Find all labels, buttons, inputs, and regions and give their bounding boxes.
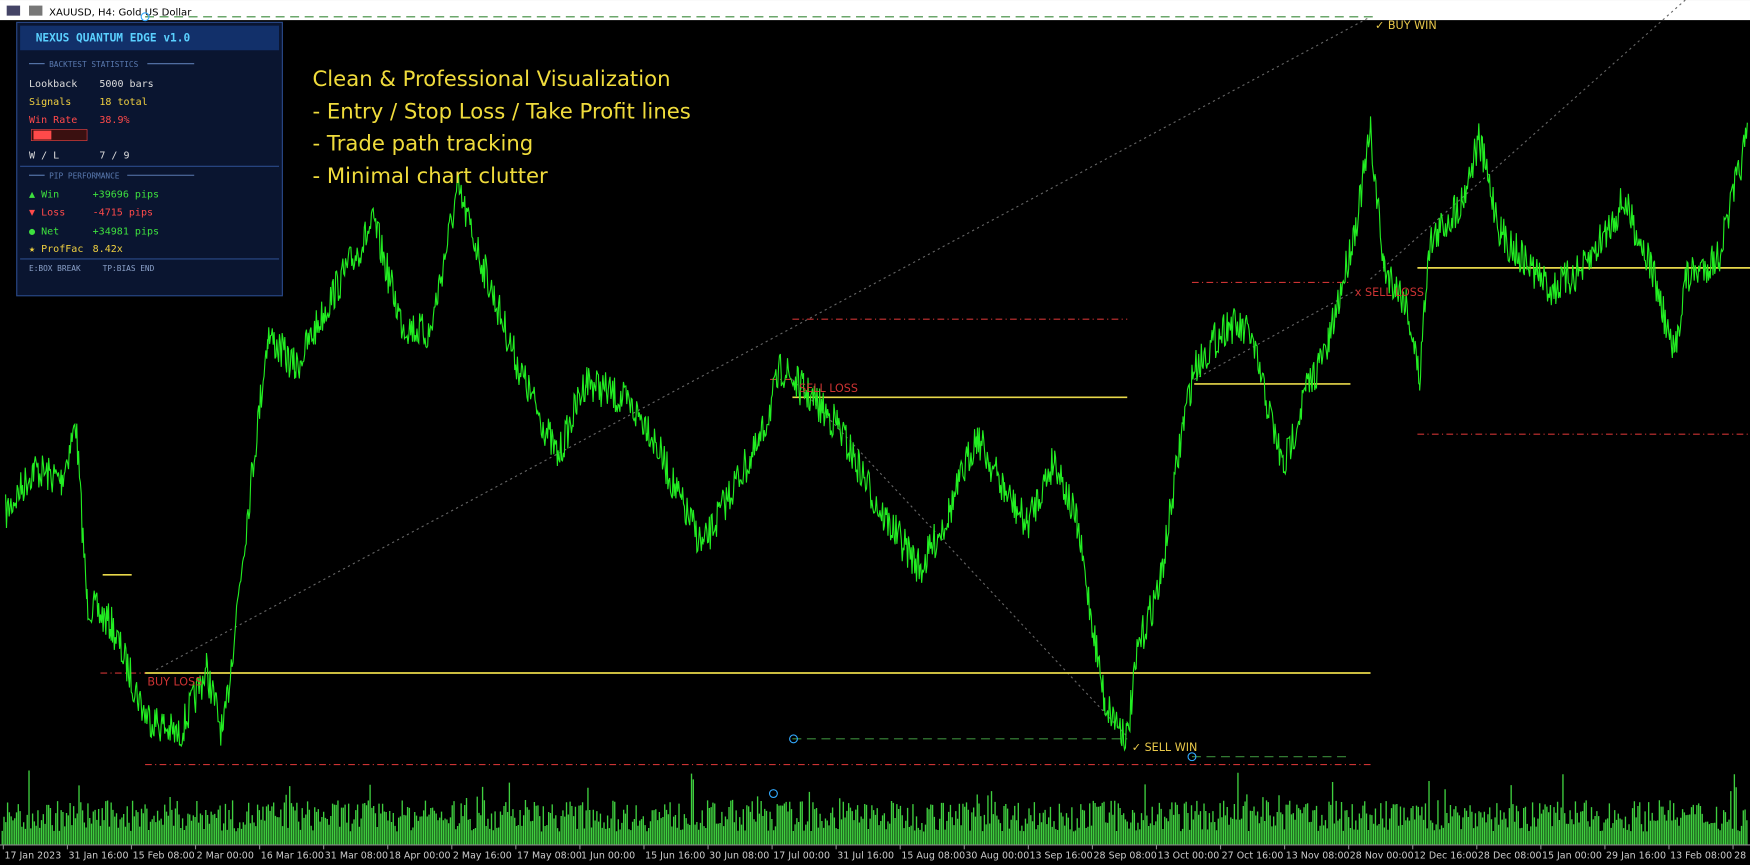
trade-labels: ✓ BUY WIN SELL LOSS x SELL LOSS BUY LOSS…	[147, 19, 1436, 754]
annotation-line: - Minimal chart clutter	[313, 163, 549, 188]
pip-label: ★ ProfFac	[29, 244, 83, 255]
pip-value: +34981 pips	[93, 226, 159, 237]
volume	[1, 770, 1748, 845]
x-tick-label: 13 Nov 08:00	[1286, 850, 1350, 861]
stat-value: 5000 bars	[99, 79, 153, 90]
x-tick-label: 16 Mar 16:00	[261, 850, 324, 861]
x-tick-label: 2 May 16:00	[453, 850, 512, 861]
x-tick-label: 2 Mar 00:00	[197, 850, 254, 861]
panel-footer: E:BOX BREAK	[29, 264, 81, 273]
x-tick-label: 15 Jun 16:00	[645, 850, 705, 861]
x-tick-label: 12 Dec 16:00	[1414, 850, 1478, 861]
title-bar	[0, 0, 1750, 21]
x-tick-label: 27 Oct 16:00	[1222, 850, 1284, 861]
path-line	[155, 16, 1371, 671]
stat-value: 7 / 9	[99, 151, 129, 162]
stat-label: Lookback	[29, 79, 77, 90]
x-tick-label: 28 F	[1734, 850, 1750, 861]
volume-bars	[1, 770, 1748, 845]
trade-label: ✓ BUY WIN	[1375, 19, 1437, 32]
pip-label: ● Net	[29, 226, 59, 237]
section-heading: BACKTEST STATISTICS	[49, 60, 138, 69]
x-tick-label: 15 Aug 08:00	[901, 850, 965, 861]
x-tick-label: 31 Mar 08:00	[325, 850, 388, 861]
progress-bar	[30, 129, 88, 141]
pip-value: +39696 pips	[93, 190, 159, 201]
x-tick-label: 28 Nov 00:00	[1350, 850, 1414, 861]
marker	[1187, 752, 1197, 762]
trade-label: ✓ SELL WIN	[1132, 741, 1198, 754]
annotation-line: - Entry / Stop Loss / Take Profit lines	[313, 98, 691, 123]
panel-bg	[16, 21, 283, 297]
x-tick-label: 17 Jan 2023	[4, 850, 61, 861]
x-tick-label: 31 Jul 16:00	[837, 850, 894, 861]
trade-label: SELL LOSS	[799, 382, 858, 395]
x-tick-label: 30 Jun 08:00	[709, 850, 769, 861]
x-axis: 17 Jan 2023 31 Jan 16:00 15 Feb 08:00 2 Mar…	[2, 844, 1750, 861]
x-tick-label: 15 Jan 00:00	[1542, 850, 1602, 861]
x-tick-label: 31 Jan 16:00	[69, 850, 129, 861]
marker	[768, 789, 778, 799]
trade-label: BUY LOSS	[147, 675, 202, 688]
pip-label: ▲ Win	[29, 190, 59, 201]
x-tick-label: 17 May 08:00	[517, 850, 582, 861]
section-heading: PIP PERFORMANCE	[49, 172, 120, 181]
annotation-line: Clean & Professional Visualization	[313, 66, 671, 91]
title-text: XAUUSD, H4: Gold US Dollar	[49, 8, 192, 19]
panel-title: NEXUS QUANTUM EDGE v1.0	[36, 31, 191, 44]
trade-label: x SELL LOSS	[1355, 286, 1424, 299]
stat-label: W / L	[29, 151, 59, 162]
stat-value: 18 total	[99, 97, 147, 108]
x-tick-label: 17 Jul 00:00	[773, 850, 830, 861]
x-tick-label: 28 Dec 08:00	[1478, 850, 1542, 861]
x-tick-label: 18 Apr 00:00	[389, 850, 451, 861]
marker	[140, 12, 150, 22]
stat-value: 38.9%	[99, 115, 129, 126]
x-tick-label: 13 Sep 16:00	[1029, 850, 1092, 861]
pip-label: ▼ Loss	[29, 207, 65, 218]
trade-lines	[100, 0, 1750, 799]
pip-value: -4715 pips	[93, 207, 153, 218]
annotation-line: - Trade path tracking	[313, 131, 534, 156]
x-tick-label: 29 Jan 16:00	[1606, 850, 1666, 861]
x-tick-label: 30 Aug 00:00	[965, 850, 1029, 861]
marker	[789, 734, 798, 744]
stats-panel: NEXUS QUANTUM EDGE v1.0 BACKTEST STATIST…	[16, 21, 283, 297]
icon	[6, 5, 21, 16]
x-tick-label: 13 Feb 08:00	[1670, 850, 1732, 861]
progress-fill	[33, 130, 52, 140]
stat-label: Signals	[29, 97, 71, 108]
annotation: Clean & Professional Visualization - Ent…	[313, 66, 691, 188]
x-tick-label: 13 Oct 00:00	[1158, 850, 1220, 861]
x-tick-label: 28 Sep 08:00	[1094, 850, 1157, 861]
stat-label: Win Rate	[29, 115, 77, 126]
icon	[29, 5, 43, 16]
pip-value: 8.42x	[93, 244, 123, 255]
price-line	[5, 116, 1748, 752]
panel-header	[20, 25, 280, 51]
x-tick-label: 15 Feb 08:00	[133, 850, 195, 861]
panel-footer: TP:BIAS END	[103, 264, 155, 273]
path-line	[792, 379, 1128, 738]
x-tick-label: 1 Jun 00:00	[581, 850, 635, 861]
